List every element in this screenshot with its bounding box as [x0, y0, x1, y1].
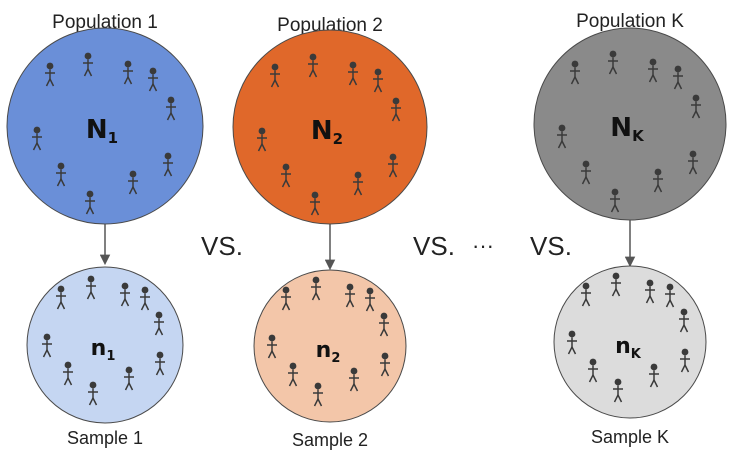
population-2-size-symbol: N2 — [311, 116, 343, 148]
population-1-label: Population 1 — [52, 12, 158, 33]
sample-k-label: Sample K — [591, 427, 669, 447]
population-k-label: Population K — [576, 11, 684, 32]
population-2-label: Population 2 — [277, 15, 383, 36]
vs-label-3: VS. — [530, 231, 572, 261]
sample-k-size-symbol: nK — [615, 334, 642, 362]
population-1-size-symbol: N1 — [86, 115, 118, 147]
sample-2-size-symbol: n2 — [316, 338, 341, 366]
population-k-size-symbol: NK — [610, 113, 645, 145]
ellipsis: ··· — [472, 233, 494, 258]
vs-label-1: VS. — [201, 231, 243, 261]
vs-label-2: VS. — [413, 231, 455, 261]
sample-2-label: Sample 2 — [292, 430, 368, 450]
sample-1-label: Sample 1 — [67, 428, 143, 448]
sample-1-size-symbol: n1 — [91, 336, 116, 364]
